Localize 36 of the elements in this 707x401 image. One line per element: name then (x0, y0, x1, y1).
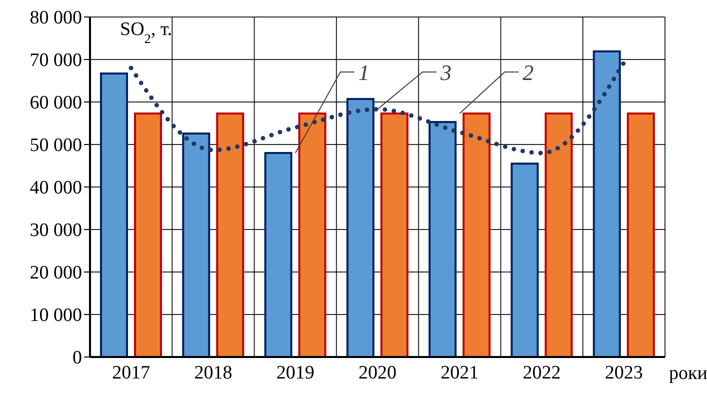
y-tick-label: 10 000 (30, 305, 82, 326)
line-series (128, 60, 626, 156)
x-tick-label: 2021 (440, 362, 479, 384)
bar (182, 132, 210, 357)
x-axis-title: роки (669, 363, 707, 384)
bar (216, 112, 244, 357)
annotation: 1 (358, 60, 370, 85)
bar (100, 72, 128, 357)
bar (346, 98, 374, 357)
x-tick-label: 2020 (358, 362, 396, 384)
bar (626, 112, 655, 357)
x-tick-label: 2022 (522, 362, 561, 384)
annotation: 2 (522, 60, 534, 85)
x-tick-label: 2018 (194, 362, 232, 384)
x-tick-label: 2017 (112, 362, 150, 384)
annotation: 3 (440, 60, 452, 85)
y-tick-label: 20 000 (30, 262, 82, 284)
bar (592, 50, 621, 357)
y-tick-label: 0 (72, 348, 82, 369)
y-tick-label: 50 000 (30, 135, 82, 156)
bar (462, 112, 491, 357)
bar (510, 162, 539, 357)
y-tick-label: 60 000 (30, 92, 82, 114)
y-tick-label: 40 000 (30, 178, 82, 199)
y-axis-title: SO$_{2}$, т. (120, 19, 172, 46)
bar (544, 112, 573, 357)
bar (264, 152, 292, 357)
bar (134, 112, 162, 357)
x-tick-label: 2023 (604, 362, 643, 384)
bar (298, 112, 326, 357)
y-tick-label: 70 000 (30, 50, 82, 72)
y-tick-label: 80 000 (30, 8, 82, 29)
x-tick-label: 2019 (276, 362, 314, 384)
y-tick-label: 30 000 (30, 220, 82, 242)
bar (380, 112, 408, 357)
bar (428, 120, 457, 357)
